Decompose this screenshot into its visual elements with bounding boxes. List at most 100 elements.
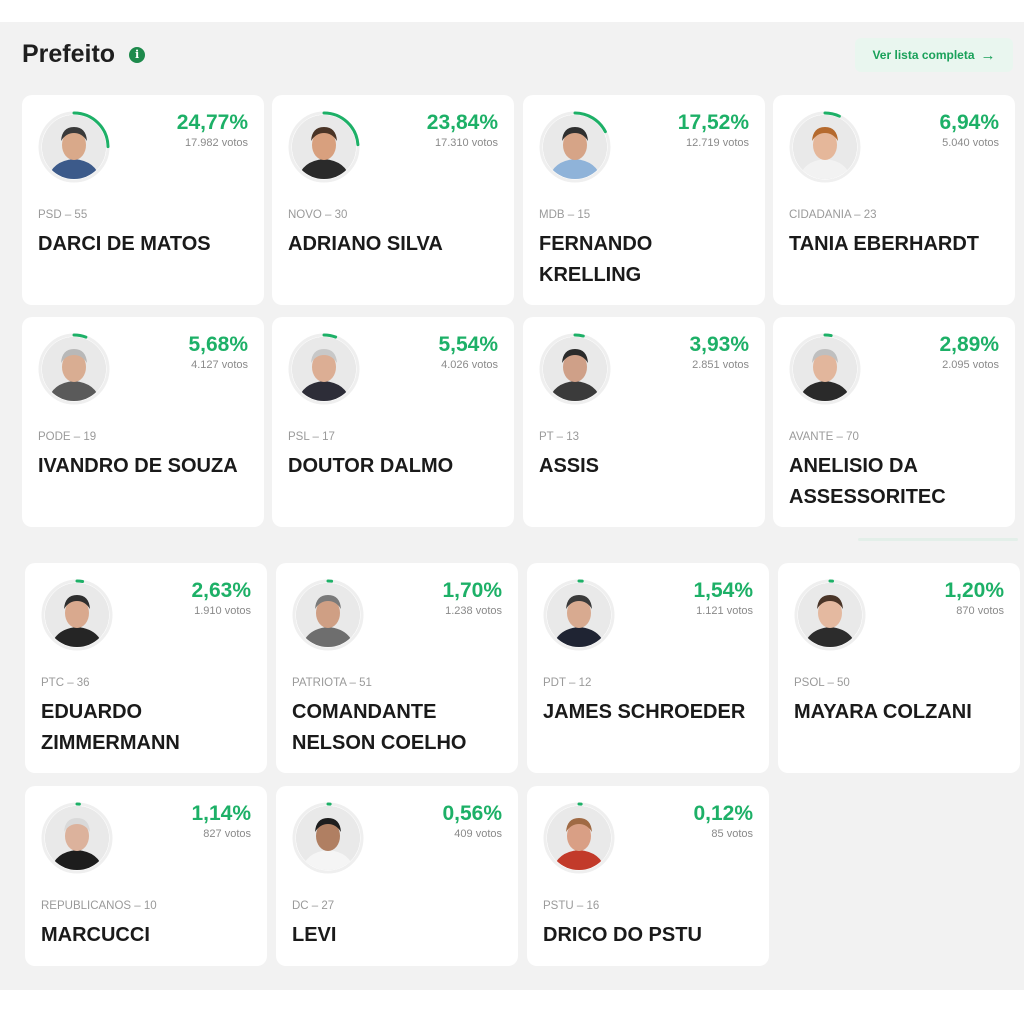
vote-count: 5.040 votos [942,137,999,149]
candidate-avatar-ring [537,109,613,185]
candidate-photo [296,583,360,647]
vote-percentage: 0,56% [442,802,502,825]
vote-share-arc [794,579,866,651]
candidate-photo [296,806,360,870]
candidate-name: TANIA EBERHARDT [789,233,979,255]
vote-percentage: 1,20% [944,579,1004,602]
vote-percentage: 5,54% [438,333,498,356]
vote-count: 85 votos [711,828,753,840]
candidate-avatar-ring [39,577,115,653]
candidate-avatar-ring [541,577,617,653]
candidate-photo [45,583,109,647]
vote-percentage: 17,52% [677,111,749,134]
ver-lista-label: Ver lista completa [872,48,975,62]
candidate-card[interactable]: 0,12% 85 votos PSTU – 16 DRICO DO PSTU [527,786,769,966]
vote-count: 2.851 votos [692,359,749,371]
vote-count: 1.910 votos [194,605,251,617]
party-label: PODE – 19 [38,431,97,443]
candidate-avatar-ring [787,109,863,185]
vote-count: 827 votos [203,828,251,840]
party-label: PATRIOTA – 51 [292,677,372,689]
vote-share-arc [292,802,364,874]
vote-share-arc [288,111,360,183]
candidate-name: MAYARA COLZANI [794,701,972,723]
page-title: Prefeito [22,40,116,68]
section-header: Prefeito i [22,40,146,69]
vote-count: 2.095 votos [942,359,999,371]
candidate-card[interactable]: 0,56% 409 votos DC – 27 LEVI [276,786,518,966]
vote-count: 1.121 votos [696,605,753,617]
candidate-avatar-ring [39,800,115,876]
vote-count: 409 votos [454,828,502,840]
candidate-name: COMANDANTE NELSON COELHO [292,701,467,754]
vote-share-arc [288,333,360,405]
party-label: PSTU – 16 [543,900,600,912]
vote-share-arc [539,333,611,405]
candidate-card[interactable]: 6,94% 5.040 votos CIDADANIA – 23 TANIA E… [773,95,1015,305]
candidate-card[interactable]: 5,68% 4.127 votos PODE – 19 IVANDRO DE S… [22,317,264,527]
ver-lista-completa-button[interactable]: Ver lista completa → [855,38,1013,72]
vote-count: 17.982 votos [185,137,248,149]
party-label: REPUBLICANOS – 10 [41,900,157,912]
candidate-photo [42,337,106,401]
candidate-avatar-ring [537,331,613,407]
candidate-avatar-ring [36,331,112,407]
candidate-card[interactable]: 1,14% 827 votos REPUBLICANOS – 10 MARCUC… [25,786,267,966]
candidate-name: ADRIANO SILVA [288,233,443,255]
vote-percentage: 6,94% [939,111,999,134]
candidate-name: DRICO DO PSTU [543,924,702,946]
vote-percentage: 1,70% [442,579,502,602]
candidate-card[interactable]: 1,20% 870 votos PSOL – 50 MAYARA COLZANI [778,563,1020,773]
party-label: PSD – 55 [38,209,88,221]
arrow-right-icon: → [980,46,996,64]
candidate-name: EDUARDO ZIMMERMANN [41,701,180,754]
vote-share-arc [539,111,611,183]
candidate-photo [292,115,356,179]
candidate-card[interactable]: 2,63% 1.910 votos PTC – 36 EDUARDO ZIMME… [25,563,267,773]
candidate-photo [793,115,857,179]
candidate-name: ANELISIO DA ASSESSORITEC [789,455,946,508]
candidate-name: LEVI [292,924,337,946]
info-icon[interactable]: i [129,46,146,63]
party-label: PT – 13 [539,431,580,443]
candidate-photo [292,337,356,401]
vote-percentage: 3,93% [689,333,749,356]
candidate-card[interactable]: 17,52% 12.719 votos MDB – 15 FERNANDO KR… [523,95,765,305]
party-label: AVANTE – 70 [789,431,859,443]
vote-share-arc [41,802,113,874]
vote-percentage: 0,12% [693,802,753,825]
vote-share-arc [789,333,861,405]
candidate-photo [543,115,607,179]
candidate-avatar-ring [792,577,868,653]
vote-percentage: 1,14% [191,802,251,825]
vote-percentage: 23,84% [426,111,498,134]
candidate-card[interactable]: 24,77% 17.982 votos PSD – 55 DARCI DE MA… [22,95,264,305]
candidate-card[interactable]: 1,54% 1.121 votos PDT – 12 JAMES SCHROED… [527,563,769,773]
vote-percentage: 1,54% [693,579,753,602]
candidate-name: DOUTOR DALMO [288,455,454,477]
vote-count: 12.719 votos [686,137,749,149]
candidate-avatar-ring [36,109,112,185]
vote-share-arc [543,802,615,874]
candidate-photo [547,806,611,870]
candidate-photo [798,583,862,647]
candidate-avatar-ring [290,577,366,653]
party-label: PSOL – 50 [794,677,850,689]
candidate-name: MARCUCCI [41,924,150,946]
candidate-name: DARCI DE MATOS [38,233,211,255]
candidate-card[interactable]: 1,70% 1.238 votos PATRIOTA – 51 COMANDAN… [276,563,518,773]
vote-percentage: 2,89% [939,333,999,356]
candidate-card[interactable]: 2,89% 2.095 votos AVANTE – 70 ANELISIO D… [773,317,1015,527]
candidate-card[interactable]: 5,54% 4.026 votos PSL – 17 DOUTOR DALMO [272,317,514,527]
candidate-photo [45,806,109,870]
vote-count: 1.238 votos [445,605,502,617]
candidate-photo [793,337,857,401]
vote-percentage: 5,68% [188,333,248,356]
candidate-avatar-ring [787,331,863,407]
candidate-card[interactable]: 3,93% 2.851 votos PT – 13 ASSIS [523,317,765,527]
vote-count: 870 votos [956,605,1004,617]
candidate-name: ASSIS [539,455,600,477]
vote-count: 4.026 votos [441,359,498,371]
vote-share-arc [38,111,110,183]
candidate-card[interactable]: 23,84% 17.310 votos NOVO – 30 ADRIANO SI… [272,95,514,305]
